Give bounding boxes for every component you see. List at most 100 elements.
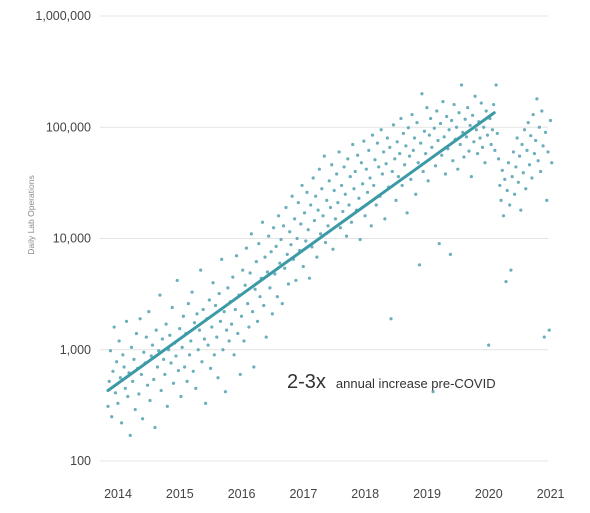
data-point-205	[359, 161, 363, 165]
data-point-276	[447, 128, 451, 132]
annotation-value: 2-3x	[287, 371, 326, 393]
data-point-119	[253, 287, 257, 291]
data-point-40	[155, 365, 160, 369]
data-point-132	[269, 250, 273, 254]
data-point-325	[508, 203, 512, 207]
data-point-129	[265, 270, 270, 274]
data-point-164	[309, 203, 313, 207]
data-point-98	[227, 339, 231, 343]
data-point-50	[168, 333, 172, 337]
data-point-43	[159, 388, 163, 393]
data-point-200	[353, 169, 357, 174]
data-point-168	[314, 194, 318, 198]
data-point-21	[132, 357, 136, 361]
data-point-199	[352, 187, 356, 191]
data-point-204	[358, 237, 362, 242]
data-point-171	[317, 167, 321, 171]
data-point-243	[406, 126, 410, 130]
data-point-238	[400, 183, 404, 188]
data-point-0	[106, 404, 110, 408]
data-point-223	[382, 150, 386, 154]
data-point-241	[404, 144, 408, 148]
data-point-141	[280, 301, 284, 306]
data-point-213	[369, 224, 373, 228]
data-point-47	[164, 322, 168, 326]
data-point-64	[185, 379, 189, 383]
data-point-351	[540, 109, 544, 113]
data-point-48	[165, 404, 169, 408]
data-point-74	[197, 328, 202, 332]
data-point-292	[467, 149, 471, 153]
data-point-128	[264, 335, 268, 339]
data-point-97	[226, 286, 230, 290]
data-point-138	[276, 214, 281, 218]
data-point-354	[543, 130, 548, 134]
data-point-312	[492, 102, 496, 107]
data-point-163	[307, 276, 312, 280]
data-point-320	[501, 214, 506, 218]
data-point-142	[281, 224, 286, 228]
data-point-186	[336, 201, 340, 205]
data-point-317	[498, 183, 502, 188]
data-point-311	[490, 128, 494, 132]
data-point-202	[356, 153, 360, 157]
data-point-110	[242, 339, 246, 343]
data-point-299	[475, 151, 480, 156]
data-point-130	[267, 234, 271, 238]
data-point-195	[347, 203, 351, 207]
data-point-323	[505, 188, 509, 193]
data-point-1	[107, 379, 111, 383]
data-point-18	[128, 433, 132, 437]
data-point-188	[338, 226, 342, 230]
data-point-112	[244, 246, 249, 250]
data-point-322	[504, 279, 508, 284]
data-point-307	[485, 133, 490, 137]
data-point-94	[222, 310, 226, 314]
data-point-81	[206, 343, 210, 347]
data-point-122	[257, 241, 261, 246]
data-point-267	[436, 138, 440, 143]
data-point-59	[179, 394, 183, 399]
data-point-250	[415, 121, 419, 125]
data-point-7	[115, 360, 119, 364]
data-point-160	[304, 239, 308, 243]
data-point-345	[532, 151, 537, 156]
data-point-93	[221, 348, 225, 352]
annotation-text: annual increase pre-COVID	[336, 376, 496, 391]
data-point-304	[482, 125, 486, 129]
data-point-6	[113, 391, 118, 395]
data-point-193	[344, 234, 349, 238]
y-tick-label-4: 1,000,000	[35, 9, 91, 23]
data-point-209	[364, 167, 368, 171]
data-point-42	[158, 293, 162, 297]
data-point-310	[489, 142, 493, 147]
data-point-279	[451, 159, 455, 163]
data-point-225	[384, 162, 388, 166]
data-point-156	[299, 222, 303, 226]
data-point-100	[230, 322, 234, 326]
data-point-67	[189, 339, 193, 343]
data-point-192	[343, 192, 347, 196]
data-point-184	[333, 217, 338, 221]
data-point-301	[478, 136, 482, 140]
data-point-154	[296, 201, 300, 205]
y-tick-label-2: 10,000	[53, 232, 91, 246]
data-point-187	[337, 150, 341, 154]
data-point-126	[262, 303, 266, 308]
data-point-295	[471, 113, 475, 117]
data-point-356	[546, 150, 550, 154]
data-point-52	[170, 305, 174, 310]
data-point-15	[124, 319, 129, 323]
data-point-240	[403, 163, 407, 167]
data-point-170	[316, 208, 320, 212]
data-point-46	[163, 372, 167, 377]
data-point-105	[236, 331, 240, 336]
data-point-82	[207, 298, 211, 302]
data-point-131	[268, 286, 272, 290]
data-point-72	[195, 312, 199, 316]
y-tick-label-0: 100	[70, 454, 91, 468]
data-point-229	[389, 317, 393, 321]
data-point-336	[521, 171, 525, 175]
